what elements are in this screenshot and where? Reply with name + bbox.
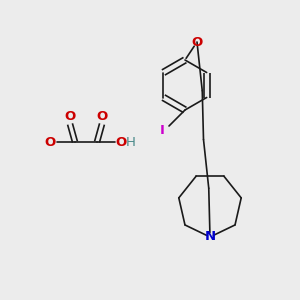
Text: H: H <box>126 136 136 148</box>
Text: O: O <box>191 35 203 49</box>
Text: O: O <box>96 110 108 124</box>
Text: O: O <box>64 110 76 124</box>
Text: O: O <box>44 136 56 148</box>
Text: I: I <box>160 124 164 136</box>
Text: N: N <box>204 230 216 244</box>
Text: O: O <box>116 136 127 148</box>
